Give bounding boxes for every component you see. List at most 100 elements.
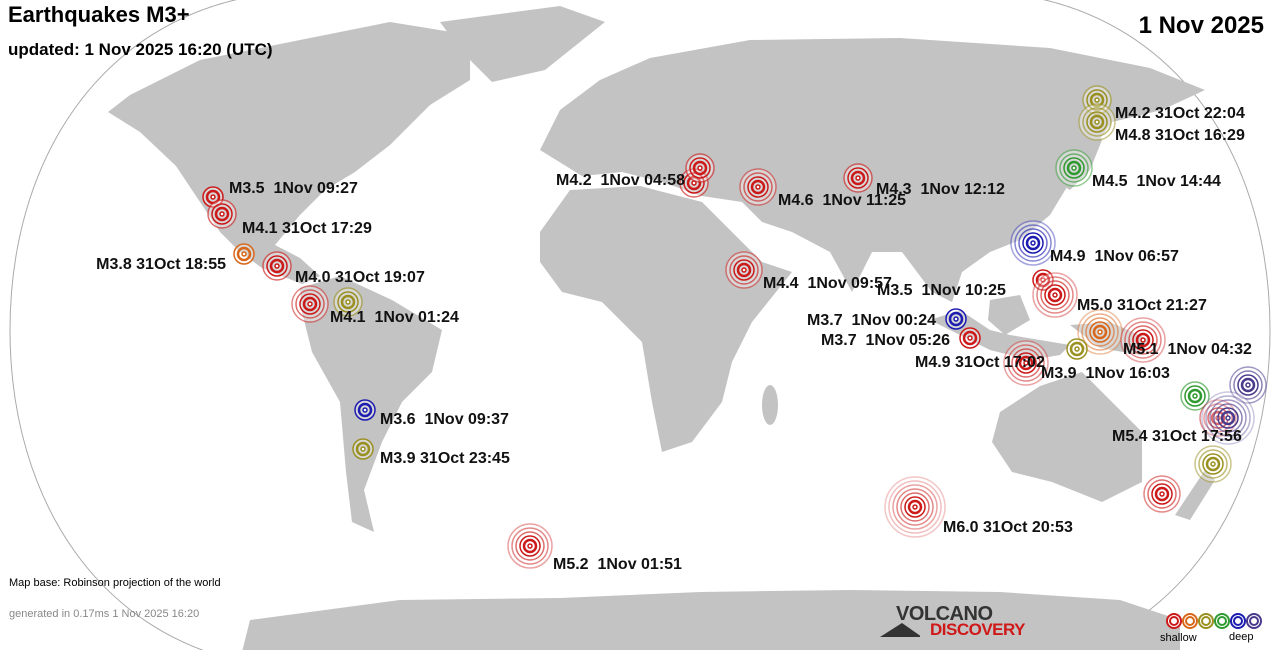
quake-ring xyxy=(1063,157,1085,179)
quake-ring xyxy=(1035,272,1051,288)
quake-marker[interactable] xyxy=(725,251,763,289)
quake-ring xyxy=(736,262,752,278)
quake-ring xyxy=(1202,453,1224,475)
quake-marker[interactable] xyxy=(1229,366,1267,404)
quake-ring xyxy=(1220,410,1236,426)
quake-marker[interactable] xyxy=(233,243,255,265)
quake-marker[interactable] xyxy=(1201,391,1255,445)
quake-marker[interactable] xyxy=(843,163,873,193)
quake-label[interactable]: M3.7 1Nov 05:26 xyxy=(821,332,950,349)
quake-marker[interactable] xyxy=(1120,317,1166,363)
quake-epicenter xyxy=(697,165,703,171)
quake-epicenter xyxy=(1094,97,1100,103)
quake-ring xyxy=(340,294,356,310)
quake-label[interactable]: M5.1 1Nov 04:32 xyxy=(1123,341,1252,358)
quake-ring xyxy=(1025,235,1041,251)
quake-marker[interactable] xyxy=(1055,149,1093,187)
quake-marker[interactable] xyxy=(1010,220,1056,266)
quake-epicenter xyxy=(527,543,533,549)
quake-label[interactable]: M4.6 1Nov 11:25 xyxy=(778,192,907,209)
quake-ring xyxy=(750,179,766,195)
quake-ring xyxy=(1040,280,1070,310)
quake-marker[interactable] xyxy=(354,399,376,421)
quake-marker[interactable] xyxy=(739,168,777,206)
quake-label[interactable]: M3.5 1Nov 10:25 xyxy=(877,282,1006,299)
quake-ring xyxy=(900,492,930,522)
quake-ring xyxy=(214,206,230,222)
quake-ring xyxy=(302,296,318,312)
quake-ring xyxy=(211,203,233,225)
quake-label[interactable]: M3.6 1Nov 09:37 xyxy=(380,411,509,428)
quake-label[interactable]: M3.5 1Nov 09:27 xyxy=(229,180,358,197)
quake-marker[interactable] xyxy=(291,285,329,323)
quake-epicenter xyxy=(307,301,313,307)
quake-ring xyxy=(1086,111,1108,133)
quake-ring xyxy=(1217,407,1239,429)
quake-label[interactable]: M4.0 31Oct 19:07 xyxy=(295,269,425,286)
quake-label[interactable]: M4.1 1Nov 01:24 xyxy=(330,309,459,326)
quake-label[interactable]: M4.8 31Oct 16:29 xyxy=(1115,127,1245,144)
page-title: Earthquakes M3+ xyxy=(8,2,190,27)
quake-marker[interactable] xyxy=(333,287,363,317)
quake-marker[interactable] xyxy=(959,327,981,349)
quake-marker[interactable] xyxy=(207,199,237,229)
depth-legend-rings xyxy=(1166,613,1262,629)
quake-label[interactable]: M5.2 1Nov 01:51 xyxy=(553,556,682,573)
quake-label[interactable]: M4.2 1Nov 04:58 xyxy=(556,172,685,189)
quake-ring xyxy=(1066,160,1082,176)
quake-marker[interactable] xyxy=(202,186,224,208)
quake-marker[interactable] xyxy=(1077,309,1123,355)
quake-epicenter xyxy=(1023,360,1029,366)
quake-marker[interactable] xyxy=(1066,338,1088,360)
quake-ring xyxy=(896,488,934,526)
quake-marker[interactable] xyxy=(507,523,553,569)
quake-label[interactable]: M6.0 31Oct 20:53 xyxy=(943,519,1073,536)
volcano-icon xyxy=(880,623,920,637)
quake-label[interactable]: M5.4 31Oct 17:56 xyxy=(1112,428,1242,445)
quake-marker[interactable] xyxy=(262,251,292,281)
quake-marker[interactable] xyxy=(1032,269,1054,291)
legend-deep: deep xyxy=(1229,631,1254,643)
generated-note: generated in 0.17ms 1 Nov 2025 16:20 xyxy=(9,608,200,620)
quake-marker[interactable] xyxy=(1003,340,1049,386)
quake-epicenter xyxy=(1030,240,1036,246)
quake-label[interactable]: M4.3 1Nov 12:12 xyxy=(876,181,1005,198)
quake-marker[interactable] xyxy=(685,153,715,183)
quake-label[interactable]: M3.9 1Nov 16:03 xyxy=(1041,365,1170,382)
quake-label[interactable]: M4.4 1Nov 09:57 xyxy=(763,275,892,292)
quake-marker[interactable] xyxy=(945,308,967,330)
quake-ring xyxy=(1007,344,1045,382)
quake-label[interactable]: M4.9 31Oct 17:02 xyxy=(915,354,1045,371)
map-base-note: Map base: Robinson projection of the wor… xyxy=(9,577,221,589)
quake-label[interactable]: M4.2 31Oct 22:04 xyxy=(1115,105,1245,122)
quake-label[interactable]: M4.9 1Nov 06:57 xyxy=(1050,248,1179,265)
quake-marker[interactable] xyxy=(1180,381,1210,411)
quake-ring xyxy=(1018,355,1034,371)
quake-marker[interactable] xyxy=(1032,272,1078,318)
quake-label[interactable]: M4.1 31Oct 17:29 xyxy=(242,220,372,237)
quake-epicenter xyxy=(1094,119,1100,125)
japan xyxy=(1062,130,1102,190)
quake-epicenter xyxy=(741,267,747,273)
quake-ring xyxy=(962,330,978,346)
quake-ring xyxy=(1203,403,1233,433)
quake-label[interactable]: M3.9 31Oct 23:45 xyxy=(380,450,510,467)
quake-ring xyxy=(337,291,359,313)
quake-marker[interactable] xyxy=(1078,103,1116,141)
quake-ring xyxy=(1059,153,1089,183)
quake-marker[interactable] xyxy=(884,476,946,538)
legend-ring-purple xyxy=(1249,616,1259,626)
quake-ring xyxy=(1132,329,1154,351)
quake-marker[interactable] xyxy=(1194,445,1232,483)
quake-label[interactable]: M5.0 31Oct 21:27 xyxy=(1077,297,1207,314)
africa xyxy=(540,186,792,452)
quake-marker[interactable] xyxy=(352,438,374,460)
quake-ring xyxy=(747,176,769,198)
quake-marker[interactable] xyxy=(1143,475,1181,513)
volcano-discovery-logo[interactable]: VOLCANO DISCOVERY xyxy=(880,603,1040,643)
quake-marker[interactable] xyxy=(1082,85,1112,115)
quake-label[interactable]: M3.8 31Oct 18:55 xyxy=(96,256,226,273)
quake-label[interactable]: M3.7 1Nov 00:24 xyxy=(807,312,936,329)
quake-label[interactable]: M4.5 1Nov 14:44 xyxy=(1092,173,1221,190)
quake-ring xyxy=(683,172,705,194)
